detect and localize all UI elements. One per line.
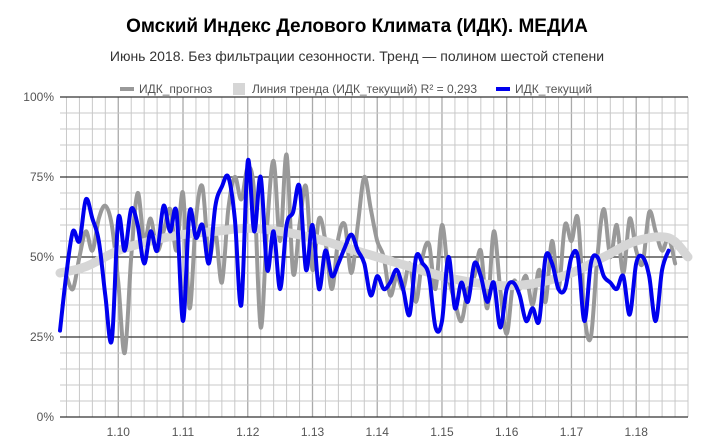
- x-tick-label: 1.10: [107, 425, 131, 439]
- chart-subtitle: Июнь 2018. Без фильтрации сезонности. Тр…: [109, 48, 605, 64]
- y-tick-label: 0%: [37, 410, 55, 424]
- x-tick-label: 1.14: [366, 425, 390, 439]
- y-tick-label: 100%: [23, 90, 54, 104]
- y-tick-label: 50%: [30, 250, 54, 264]
- legend-label: ИДК_текущий: [515, 82, 592, 96]
- x-tick-label: 1.17: [560, 425, 584, 439]
- series-lines: [55, 152, 693, 356]
- x-tick-label: 1.13: [301, 425, 325, 439]
- x-tick-label: 1.15: [430, 425, 454, 439]
- chart-title: Омский Индекс Делового Климата (ИДК). МЕ…: [126, 16, 588, 37]
- x-tick-label: 1.11: [172, 425, 195, 439]
- legend-label: Линия тренда (ИДК_текущий) R² = 0,293: [252, 82, 477, 96]
- legend-swatch: [233, 83, 245, 95]
- y-axis-ticks: 0% 25% 50% 75% 100%: [23, 90, 54, 424]
- x-axis-ticks: 1.10 1.11 1.12 1.13 1.14 1.15 1.16 1.17 1.18: [107, 425, 649, 439]
- y-tick-label: 25%: [30, 330, 54, 344]
- x-tick-label: 1.18: [625, 425, 649, 439]
- forecast-series-line: [64, 152, 678, 356]
- y-tick-label: 75%: [30, 170, 54, 184]
- legend-label: ИДК_прогноз: [139, 82, 213, 96]
- x-tick-label: 1.12: [236, 425, 260, 439]
- x-tick-label: 1.16: [495, 425, 519, 439]
- current-series-line: [58, 157, 671, 345]
- legend: ИДК_прогноз Линия тренда (ИДК_текущий) R²…: [120, 82, 592, 96]
